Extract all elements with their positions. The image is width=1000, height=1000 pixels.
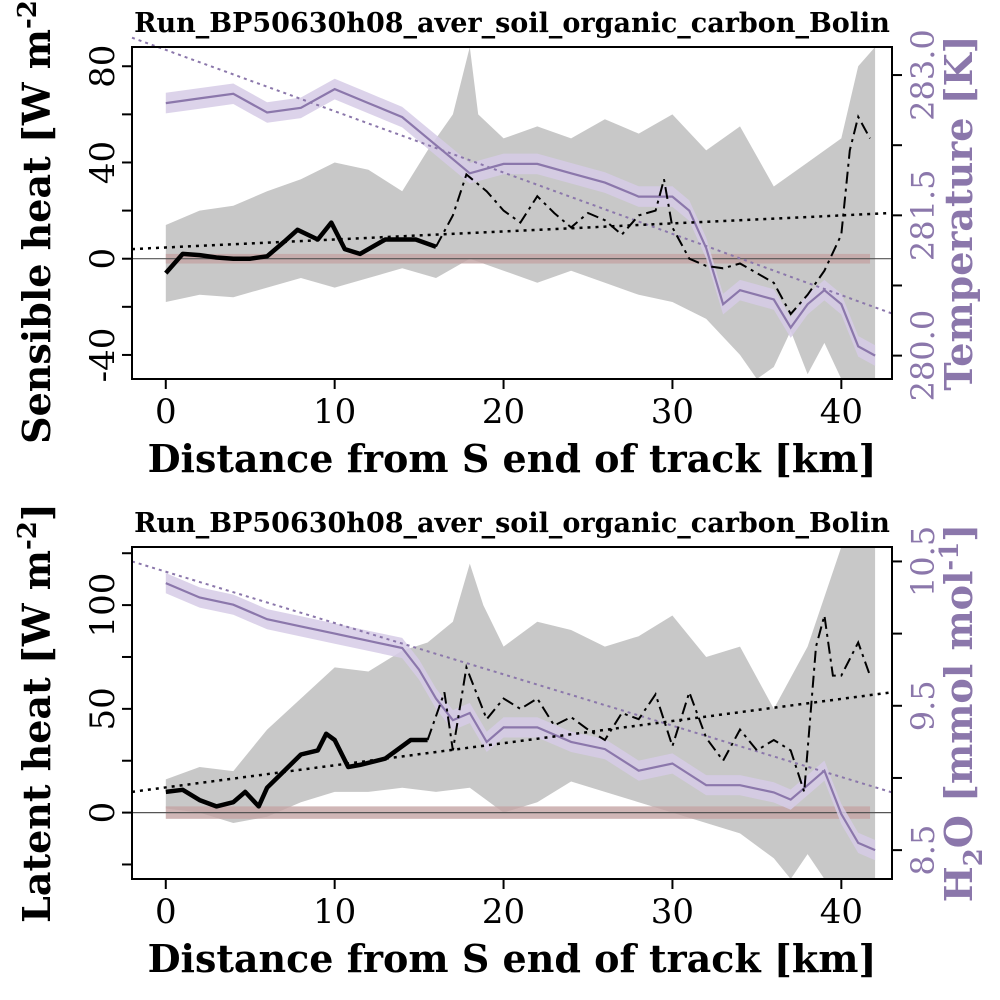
y-tick-label: 0	[83, 248, 123, 270]
x-tick-label: 20	[482, 392, 525, 432]
flux-line-dashed	[435, 114, 871, 316]
plot-area	[131, 36, 893, 379]
x-tick-label: 30	[651, 392, 694, 432]
flux-line-solid	[165, 731, 428, 809]
panel-latent-heat: Run_BP50630h08_aver_soil_organic_carbon_…	[13, 503, 989, 981]
y-axis-left: 0 50 100	[83, 552, 132, 866]
panel-sensible-heat: Run_BP50630h08_aver_soil_organic_carbon_…	[13, 0, 981, 481]
y2-tick-label: 283.0	[904, 29, 942, 121]
x-tick-label: 40	[820, 392, 863, 432]
y-tick-label: -40	[83, 328, 123, 383]
y2-tick-label: 280.0	[904, 310, 942, 402]
x-axis: 0 10 20 30 40	[155, 879, 863, 932]
temperature-line	[165, 87, 876, 357]
y2-tick-label: 10.5	[904, 526, 942, 597]
y-tick-label: 0	[83, 802, 123, 824]
y-axis-label: Sensible heat [W m-2]	[13, 0, 59, 444]
x-tick-label: 10	[313, 392, 356, 432]
x-tick-label: 20	[482, 892, 525, 932]
x-axis-label: Distance from S end of track [km]	[148, 436, 877, 481]
y-tick-label: 80	[83, 45, 123, 88]
y-axis-label: Latent heat [W m-2]	[13, 503, 59, 923]
x-tick-label: 0	[155, 392, 177, 432]
chart-title: Run_BP50630h08_aver_soil_organic_carbon_…	[134, 8, 890, 39]
flux-line-solid	[164, 220, 437, 275]
flux-uncertainty-band	[165, 547, 876, 879]
y-axis-left: -40 0 40 80	[83, 45, 132, 383]
x-tick-label: 10	[313, 892, 356, 932]
y2-tick-label: 9.5	[904, 680, 942, 731]
y2-tick-label: 281.5	[904, 170, 942, 262]
y-tick-label: 40	[83, 141, 123, 184]
plot-frame	[131, 546, 893, 880]
x-tick-label: 0	[155, 892, 177, 932]
h2o-line	[165, 582, 876, 852]
y-tick-label: 100	[83, 573, 123, 638]
x-axis: 0 10 20 30 40	[155, 379, 863, 432]
y-axis-right: 280.0 281.5 283.0	[892, 29, 942, 401]
chart-title: Run_BP50630h08_aver_soil_organic_carbon_…	[134, 508, 890, 539]
flux-trend-line	[131, 211, 893, 251]
y2-axis-label: Temperature [K]	[936, 35, 981, 390]
x-tick-label: 40	[820, 892, 863, 932]
x-axis-label: Distance from S end of track [km]	[148, 936, 877, 981]
h2o-band	[165, 573, 876, 861]
flux-uncertainty-band	[165, 47, 876, 379]
plot-frame	[131, 46, 893, 380]
temperature-trend-line	[131, 36, 893, 315]
y-axis-right: 8.5 9.5 10.5	[892, 526, 942, 876]
plot-area	[131, 547, 893, 879]
y-tick-label: 50	[83, 687, 123, 730]
x-tick-label: 30	[651, 892, 694, 932]
y2-axis-label: H2O [mmol mol-1]	[935, 524, 989, 903]
y2-tick-label: 8.5	[904, 825, 942, 876]
